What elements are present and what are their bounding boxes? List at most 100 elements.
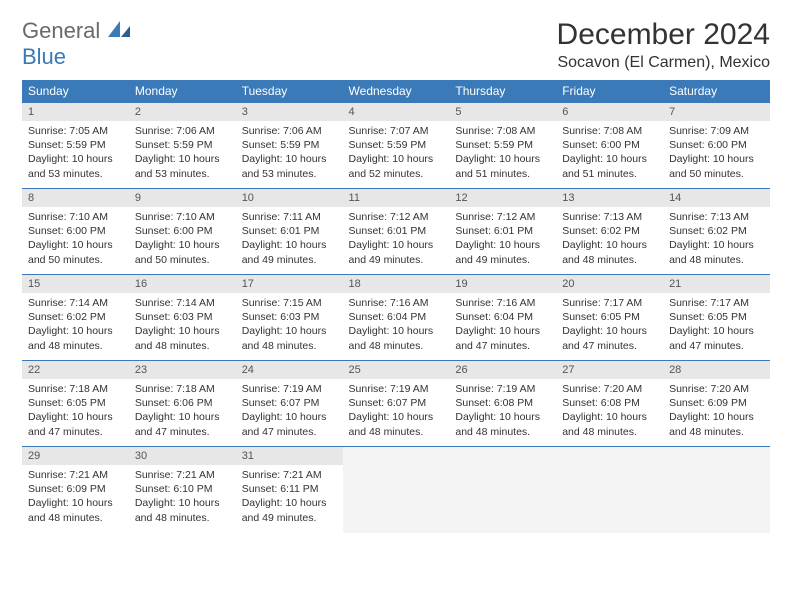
- daylight-line: Daylight: 10 hours and 47 minutes.: [562, 324, 657, 352]
- day-number: 31: [236, 447, 343, 465]
- daylight-line: Daylight: 10 hours and 48 minutes.: [349, 324, 444, 352]
- sunset-line: Sunset: 6:10 PM: [135, 482, 230, 496]
- daylight-line: Daylight: 10 hours and 48 minutes.: [135, 324, 230, 352]
- day-details: Sunrise: 7:16 AMSunset: 6:04 PMDaylight:…: [343, 293, 450, 357]
- calendar-day-cell: [663, 447, 770, 533]
- calendar-day-cell: 26Sunrise: 7:19 AMSunset: 6:08 PMDayligh…: [449, 361, 556, 447]
- day-details: Sunrise: 7:12 AMSunset: 6:01 PMDaylight:…: [343, 207, 450, 271]
- day-details: Sunrise: 7:20 AMSunset: 6:09 PMDaylight:…: [663, 379, 770, 443]
- sunset-line: Sunset: 6:01 PM: [242, 224, 337, 238]
- sunset-line: Sunset: 6:00 PM: [135, 224, 230, 238]
- day-number: 17: [236, 275, 343, 293]
- sunset-line: Sunset: 6:08 PM: [562, 396, 657, 410]
- calendar-day-cell: 23Sunrise: 7:18 AMSunset: 6:06 PMDayligh…: [129, 361, 236, 447]
- sunrise-line: Sunrise: 7:07 AM: [349, 124, 444, 138]
- calendar-day-cell: 3Sunrise: 7:06 AMSunset: 5:59 PMDaylight…: [236, 103, 343, 189]
- day-number: 9: [129, 189, 236, 207]
- daylight-line: Daylight: 10 hours and 50 minutes.: [669, 152, 764, 180]
- day-details: Sunrise: 7:21 AMSunset: 6:10 PMDaylight:…: [129, 465, 236, 529]
- day-number: 21: [663, 275, 770, 293]
- day-details: Sunrise: 7:13 AMSunset: 6:02 PMDaylight:…: [663, 207, 770, 271]
- calendar-day-cell: 17Sunrise: 7:15 AMSunset: 6:03 PMDayligh…: [236, 275, 343, 361]
- day-number: 29: [22, 447, 129, 465]
- day-number: 5: [449, 103, 556, 121]
- sunset-line: Sunset: 6:02 PM: [562, 224, 657, 238]
- daylight-line: Daylight: 10 hours and 49 minutes.: [242, 496, 337, 524]
- sunset-line: Sunset: 6:07 PM: [349, 396, 444, 410]
- daylight-line: Daylight: 10 hours and 53 minutes.: [28, 152, 123, 180]
- sunrise-line: Sunrise: 7:06 AM: [242, 124, 337, 138]
- sunset-line: Sunset: 5:59 PM: [349, 138, 444, 152]
- day-number: 8: [22, 189, 129, 207]
- sunrise-line: Sunrise: 7:21 AM: [242, 468, 337, 482]
- day-number: 11: [343, 189, 450, 207]
- calendar-day-cell: 12Sunrise: 7:12 AMSunset: 6:01 PMDayligh…: [449, 189, 556, 275]
- daylight-line: Daylight: 10 hours and 47 minutes.: [242, 410, 337, 438]
- sunrise-line: Sunrise: 7:16 AM: [349, 296, 444, 310]
- day-number: 15: [22, 275, 129, 293]
- calendar-day-cell: 18Sunrise: 7:16 AMSunset: 6:04 PMDayligh…: [343, 275, 450, 361]
- sunrise-line: Sunrise: 7:19 AM: [242, 382, 337, 396]
- calendar-day-cell: 14Sunrise: 7:13 AMSunset: 6:02 PMDayligh…: [663, 189, 770, 275]
- day-number: 13: [556, 189, 663, 207]
- day-number: 18: [343, 275, 450, 293]
- calendar-week-row: 8 Sunrise: 7:10 AM Sunset: 6:00 PM Daylight…: [22, 189, 770, 275]
- day-number: 7: [663, 103, 770, 121]
- day-number: 12: [449, 189, 556, 207]
- sunrise-line: Sunrise: 7:09 AM: [669, 124, 764, 138]
- daylight-line: Daylight: 10 hours and 48 minutes.: [28, 496, 123, 524]
- calendar-week-row: 15 Sunrise: 7:14 AM Sunset: 6:02 PM Dayligh…: [22, 275, 770, 361]
- day-number: 19: [449, 275, 556, 293]
- logo-sail-icon: [106, 19, 132, 44]
- sunset-line: Sunset: 6:02 PM: [28, 310, 123, 324]
- day-details: Sunrise: 7:14 AMSunset: 6:03 PMDaylight:…: [129, 293, 236, 357]
- sunrise-line: Sunrise: 7:19 AM: [349, 382, 444, 396]
- calendar-day-cell: 22Sunrise: 7:18 AMSunset: 6:05 PMDayligh…: [22, 361, 129, 447]
- sunset-line: Sunset: 6:06 PM: [135, 396, 230, 410]
- sunrise-line: Sunrise: 7:15 AM: [242, 296, 337, 310]
- calendar-day-cell: 9Sunrise: 7:10 AMSunset: 6:00 PMDaylight…: [129, 189, 236, 275]
- sunrise-line: Sunrise: 7:18 AM: [135, 382, 230, 396]
- day-details: Sunrise: 7:21 AMSunset: 6:09 PMDaylight:…: [22, 465, 129, 529]
- day-number: 20: [556, 275, 663, 293]
- daylight-line: Daylight: 10 hours and 48 minutes.: [669, 238, 764, 266]
- calendar-day-cell: 29Sunrise: 7:21 AMSunset: 6:09 PMDayligh…: [22, 447, 129, 533]
- sunset-line: Sunset: 6:05 PM: [669, 310, 764, 324]
- daylight-line: Daylight: 10 hours and 47 minutes.: [28, 410, 123, 438]
- daylight-line: Daylight: 10 hours and 47 minutes.: [669, 324, 764, 352]
- daylight-line: Daylight: 10 hours and 49 minutes.: [242, 238, 337, 266]
- sunset-line: Sunset: 6:00 PM: [562, 138, 657, 152]
- sunrise-line: Sunrise: 7:10 AM: [28, 210, 123, 224]
- calendar-week-row: 29Sunrise: 7:21 AMSunset: 6:09 PMDayligh…: [22, 447, 770, 533]
- calendar-day-cell: 6Sunrise: 7:08 AMSunset: 6:00 PMDaylight…: [556, 103, 663, 189]
- sunrise-line: Sunrise: 7:05 AM: [28, 124, 123, 138]
- day-details: Sunrise: 7:19 AMSunset: 6:07 PMDaylight:…: [343, 379, 450, 443]
- daylight-line: Daylight: 10 hours and 48 minutes.: [455, 410, 550, 438]
- day-number: 16: [129, 275, 236, 293]
- calendar-day-cell: 31Sunrise: 7:21 AMSunset: 6:11 PMDayligh…: [236, 447, 343, 533]
- sunrise-line: Sunrise: 7:16 AM: [455, 296, 550, 310]
- sunrise-line: Sunrise: 7:14 AM: [135, 296, 230, 310]
- sunset-line: Sunset: 6:01 PM: [349, 224, 444, 238]
- day-details: Sunrise: 7:12 AMSunset: 6:01 PMDaylight:…: [449, 207, 556, 271]
- day-number: 28: [663, 361, 770, 379]
- day-details: Sunrise: 7:06 AMSunset: 5:59 PMDaylight:…: [129, 121, 236, 185]
- sunset-line: Sunset: 6:08 PM: [455, 396, 550, 410]
- day-number: 2: [129, 103, 236, 121]
- daylight-line: Daylight: 10 hours and 48 minutes.: [669, 410, 764, 438]
- day-details: Sunrise: 7:05 AMSunset: 5:59 PMDaylight:…: [22, 121, 129, 185]
- calendar-week-row: 22Sunrise: 7:18 AMSunset: 6:05 PMDayligh…: [22, 361, 770, 447]
- day-details: Sunrise: 7:15 AMSunset: 6:03 PMDaylight:…: [236, 293, 343, 357]
- sunset-line: Sunset: 6:03 PM: [135, 310, 230, 324]
- daylight-line: Daylight: 10 hours and 49 minutes.: [349, 238, 444, 266]
- daylight-line: Daylight: 10 hours and 50 minutes.: [28, 238, 123, 266]
- sunset-line: Sunset: 5:59 PM: [455, 138, 550, 152]
- month-title: December 2024: [557, 18, 770, 52]
- calendar-table: SundayMondayTuesdayWednesdayThursdayFrid…: [22, 80, 770, 533]
- calendar-day-cell: [343, 447, 450, 533]
- calendar-day-cell: 5Sunrise: 7:08 AMSunset: 5:59 PMDaylight…: [449, 103, 556, 189]
- calendar-day-cell: [556, 447, 663, 533]
- sunset-line: Sunset: 6:04 PM: [455, 310, 550, 324]
- day-details: Sunrise: 7:17 AMSunset: 6:05 PMDaylight:…: [663, 293, 770, 357]
- sunrise-line: Sunrise: 7:17 AM: [562, 296, 657, 310]
